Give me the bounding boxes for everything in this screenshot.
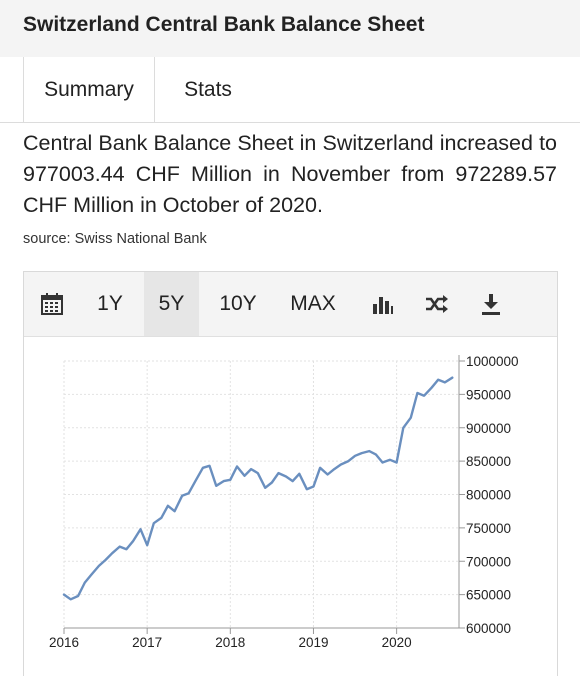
series-line bbox=[62, 376, 454, 601]
tab-stats[interactable]: Stats bbox=[184, 77, 232, 101]
x-tick-label: 2018 bbox=[215, 635, 245, 650]
line-chart: 600000 650000 700000 750000 800000 850000 9000… bbox=[49, 354, 519, 650]
y-tick-label: 800000 bbox=[466, 488, 511, 503]
x-tick-label: 2019 bbox=[298, 635, 328, 650]
tab-summary[interactable]: Summary bbox=[23, 57, 155, 122]
range-1y-button[interactable]: 1Y bbox=[97, 292, 123, 315]
y-tick-label: 750000 bbox=[466, 521, 511, 536]
tab-bar: Summary Stats bbox=[0, 57, 580, 123]
y-tick-label: 700000 bbox=[466, 554, 511, 569]
range-5y-button[interactable]: 5Y bbox=[144, 272, 199, 336]
download-icon[interactable] bbox=[468, 272, 514, 336]
x-tick-label: 2020 bbox=[382, 635, 412, 650]
bar-chart-icon[interactable] bbox=[360, 272, 406, 336]
x-tick-label: 2017 bbox=[132, 635, 162, 650]
header-bar: Switzerland Central Bank Balance Sheet bbox=[0, 0, 580, 58]
shuffle-icon[interactable] bbox=[414, 272, 460, 336]
x-tick-label: 2016 bbox=[49, 635, 79, 650]
page-title: Switzerland Central Bank Balance Sheet bbox=[23, 13, 425, 36]
y-tick-label: 850000 bbox=[466, 454, 511, 469]
chart-toolbar: 1Y 5Y 10Y MAX bbox=[24, 272, 557, 337]
y-tick-label: 600000 bbox=[466, 621, 511, 636]
summary-text: Central Bank Balance Sheet in Switzerlan… bbox=[23, 131, 557, 217]
calendar-icon[interactable] bbox=[24, 272, 80, 336]
range-10y-button[interactable]: 10Y bbox=[219, 292, 257, 315]
source-text: source: Swiss National Bank bbox=[23, 231, 207, 247]
chart-card: 1Y 5Y 10Y MAX bbox=[23, 271, 558, 676]
y-tick-label: 1000000 bbox=[466, 354, 519, 369]
range-max-button[interactable]: MAX bbox=[290, 292, 336, 315]
y-tick-label: 900000 bbox=[466, 421, 511, 436]
y-tick-label: 950000 bbox=[466, 387, 511, 402]
y-tick-label: 650000 bbox=[466, 588, 511, 603]
